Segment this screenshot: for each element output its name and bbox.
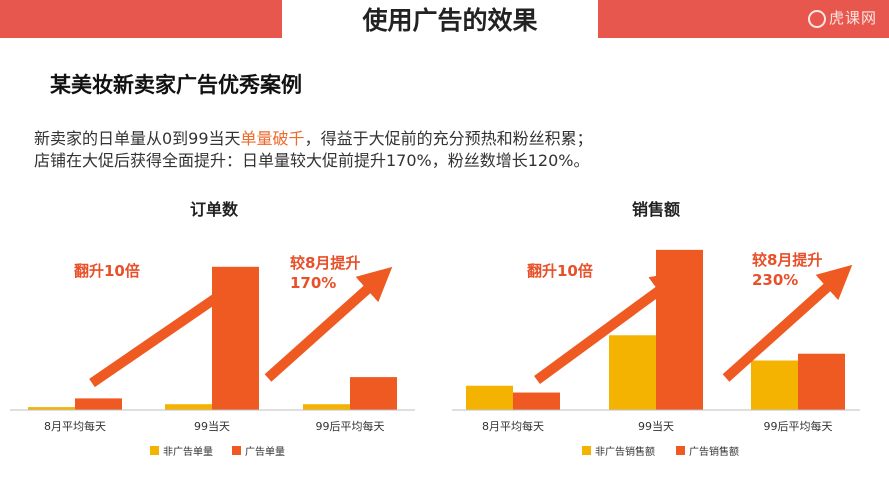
chart-1-legend-label-2: 广告单量 [245, 445, 285, 458]
chart-1-x-tick-1: 8月平均每天 [44, 419, 106, 433]
description-line-1-pre: 新卖家的日单量从0到99当天 [34, 129, 241, 148]
chart-1-legend-swatch-1 [150, 446, 159, 455]
description-highlight: 单量破千 [240, 129, 305, 148]
chart-1-annotation-2-line-2: 170% [290, 274, 336, 292]
chart-2-legend-swatch-1 [582, 446, 591, 455]
chart-1-trend-arrow-2 [264, 266, 393, 382]
chart-2-title: 销售额 [632, 200, 680, 219]
chart-1-bar-1-2 [165, 404, 212, 410]
description-line-2: 店铺在大促后获得全面提升：日单量较大促前提升170%，粉丝数增长120%。 [34, 151, 590, 170]
logo-ring-icon [807, 9, 826, 28]
chart-2-bar-2-2 [656, 249, 703, 410]
chart-1-x-tick-3: 99后平均每天 [316, 419, 385, 433]
chart-2-legend-swatch-2 [676, 446, 685, 455]
chart-2-trend-arrow-1 [534, 270, 686, 385]
chart-1-title: 订单数 [190, 200, 239, 219]
description-line-1-post: ，得益于大促前的充分预热和粉丝积累； [304, 129, 593, 148]
chart-2-x-tick-2: 99当天 [638, 419, 674, 433]
chart-1-x-tick-2: 99当天 [194, 419, 230, 433]
chart-1-bar-1-3 [303, 404, 350, 410]
chart-2-trend-arrow-2 [722, 264, 853, 382]
header-bar-right [598, 0, 889, 38]
page-title: 使用广告的效果 [362, 6, 538, 35]
description-line-1: 新卖家的日单量从0到99当天单量破千，得益于大促前的充分预热和粉丝积累； [34, 128, 593, 150]
chart-2-x-tick-1: 8月平均每天 [482, 419, 544, 433]
chart-2-annotation-2-line-1: 较8月提升 [752, 251, 822, 269]
chart-1-legend-swatch-2 [232, 446, 241, 455]
chart-1-legend-label-1: 非广告单量 [163, 445, 213, 458]
header-bar-left [0, 0, 282, 38]
section-subtitle: 某美妆新卖家广告优秀案例 [50, 73, 302, 97]
brand-logo: 虎课网 [807, 7, 877, 28]
chart-2-annotation-2-line-2: 230% [752, 271, 798, 289]
chart-2-bar-2-1 [513, 392, 560, 410]
chart-2-bar-1-2 [609, 335, 656, 410]
chart-2-annotation-1-line-1: 翻升10倍 [527, 262, 593, 280]
chart-2-bar-1-1 [466, 385, 513, 410]
chart-1-bar-2-3 [350, 377, 397, 410]
chart-1-bar-2-2 [212, 266, 259, 410]
logo-text: 虎课网 [828, 9, 877, 27]
chart-2-x-tick-3: 99后平均每天 [764, 419, 833, 433]
chart-2-legend-label-1: 非广告销售额 [595, 445, 655, 458]
chart-1-bar-2-1 [75, 398, 122, 410]
description: 新卖家的日单量从0到99当天单量破千，得益于大促前的充分预热和粉丝积累； 店铺在… [34, 128, 593, 172]
chart-1-bar-1-1 [28, 407, 75, 410]
chart-1-annotation-1-line-1: 翻升10倍 [74, 262, 140, 280]
chart-2-bar-2-3 [798, 353, 845, 410]
chart-1-trend-arrow-1 [89, 271, 255, 388]
chart-1-annotation-2-line-1: 较8月提升 [290, 254, 360, 272]
chart-2-bar-1-3 [751, 360, 798, 410]
chart-2-legend-label-2: 广告销售额 [689, 445, 739, 458]
